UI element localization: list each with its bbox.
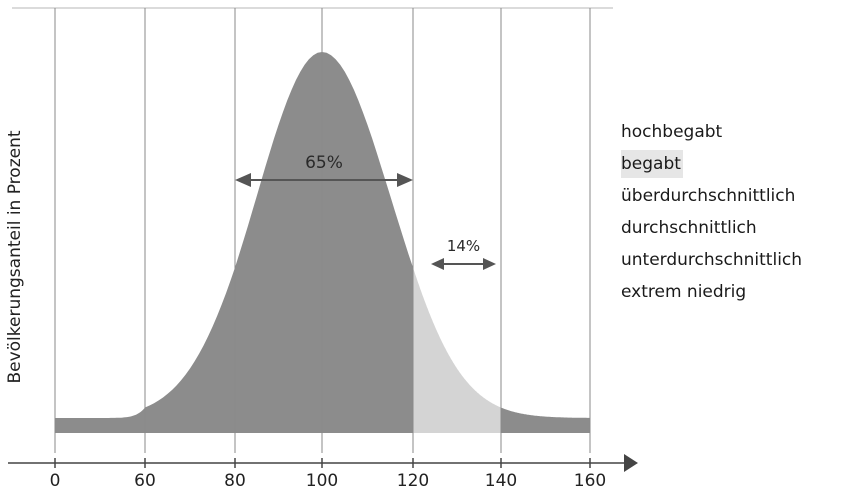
curve-fill-left [55, 52, 413, 433]
legend-item: begabt [621, 150, 804, 182]
x-tick-label-60: 60 [134, 471, 156, 491]
x-tick-label-140: 140 [485, 471, 517, 491]
x-tick-label-100: 100 [306, 471, 338, 491]
annotations: 65% 14% [235, 153, 496, 270]
curve-fill-right [501, 407, 590, 433]
x-axis-arrow-icon [624, 454, 638, 472]
legend-item: überdurchschnittlich [621, 182, 804, 214]
annotation-label-2: 14% [447, 237, 480, 255]
legend-item: extrem niedrig [621, 278, 804, 310]
curve-fill-highlight [413, 267, 501, 433]
x-axis: 0 60 80 100 120 140 160 [8, 454, 638, 491]
y-axis-label: Bevölkerungsanteil in Prozent [5, 130, 25, 384]
curve-area [55, 52, 590, 433]
category-legend: hochbegabt begabt überdurchschnittlich durc… [621, 118, 804, 310]
legend-item-label: begabt [621, 150, 683, 178]
annotation-arrowhead-left-2 [431, 258, 444, 270]
annotation-label-1: 65% [305, 153, 343, 173]
legend-item-label: extrem niedrig [621, 282, 747, 302]
legend-item-label: durchschnittlich [621, 218, 757, 238]
annotation-arrowhead-right-1 [397, 173, 413, 187]
x-tick-label-80: 80 [224, 471, 246, 491]
x-tick-label-0: 0 [50, 471, 61, 491]
legend-item-label: unterdurchschnittlich [621, 250, 803, 270]
annotation-arrowhead-right-2 [483, 258, 496, 270]
annotation-arrowhead-left-1 [235, 173, 251, 187]
legend-item: hochbegabt [621, 118, 804, 150]
legend-item: durchschnittlich [621, 214, 804, 246]
vertical-grid [12, 7, 613, 453]
legend-item-label: überdurchschnittlich [621, 186, 796, 206]
legend-item-label: hochbegabt [621, 122, 723, 142]
x-tick-label-120: 120 [397, 471, 429, 491]
x-tick-label-160: 160 [574, 471, 606, 491]
legend-item: unterdurchschnittlich [621, 246, 804, 278]
